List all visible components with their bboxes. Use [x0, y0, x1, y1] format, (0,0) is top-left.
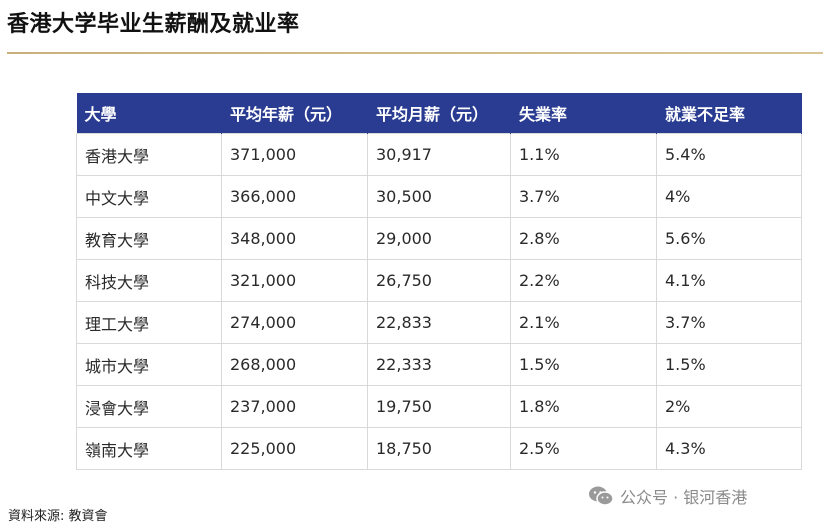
page-title: 香港大学毕业生薪酬及就业率 — [7, 12, 300, 37]
cell-university: 城市大學 — [76, 343, 222, 386]
table-row: 香港大學 371,000 30,917 1.1% 5.4% — [76, 133, 802, 176]
header-annual-salary: 平均年薪（元） — [221, 93, 368, 134]
cell-annual-salary: 371,000 — [221, 133, 368, 176]
header-monthly-salary: 平均月薪（元） — [367, 93, 511, 134]
watermark: 公众号 · 银河香港 — [588, 484, 747, 508]
cell-annual-salary: 225,000 — [221, 427, 368, 470]
cell-monthly-salary: 30,917 — [367, 133, 511, 176]
source-note: 資料來源: 教資會 — [8, 509, 108, 524]
cell-university: 科技大學 — [76, 259, 222, 302]
salary-employment-table: 大學 平均年薪（元） 平均月薪（元） 失業率 就業不足率 香港大學 371,00… — [76, 93, 802, 470]
table-row: 嶺南大學 225,000 18,750 2.5% 4.3% — [76, 427, 802, 470]
cell-unemployment-rate: 2.8% — [510, 217, 657, 260]
cell-unemployment-rate: 1.1% — [510, 133, 657, 176]
cell-underemployment-rate: 5.6% — [656, 217, 802, 260]
cell-monthly-salary: 30,500 — [367, 175, 511, 218]
wechat-icon — [589, 486, 614, 506]
table-row: 理工大學 274,000 22,833 2.1% 3.7% — [76, 301, 802, 344]
cell-monthly-salary: 19,750 — [367, 385, 511, 428]
cell-monthly-salary: 26,750 — [367, 259, 511, 302]
title-divider — [7, 52, 823, 54]
cell-annual-salary: 348,000 — [221, 217, 368, 260]
cell-annual-salary: 268,000 — [221, 343, 368, 386]
cell-annual-salary: 274,000 — [221, 301, 368, 344]
cell-underemployment-rate: 3.7% — [656, 301, 802, 344]
cell-unemployment-rate: 3.7% — [510, 175, 657, 218]
table-row: 城市大學 268,000 22,333 1.5% 1.5% — [76, 343, 802, 386]
cell-underemployment-rate: 2% — [656, 385, 802, 428]
cell-university: 理工大學 — [76, 301, 222, 344]
cell-unemployment-rate: 2.5% — [510, 427, 657, 470]
cell-annual-salary: 237,000 — [221, 385, 368, 428]
header-unemployment-rate: 失業率 — [510, 93, 657, 134]
cell-underemployment-rate: 4% — [656, 175, 802, 218]
header-underemployment-rate: 就業不足率 — [656, 93, 802, 134]
cell-university: 浸會大學 — [76, 385, 222, 428]
table-row: 教育大學 348,000 29,000 2.8% 5.6% — [76, 217, 802, 260]
table-row: 中文大學 366,000 30,500 3.7% 4% — [76, 175, 802, 218]
cell-university: 教育大學 — [76, 217, 222, 260]
cell-university: 嶺南大學 — [76, 427, 222, 470]
table-row: 科技大學 321,000 26,750 2.2% 4.1% — [76, 259, 802, 302]
cell-annual-salary: 321,000 — [221, 259, 368, 302]
table-header-row: 大學 平均年薪（元） 平均月薪（元） 失業率 就業不足率 — [76, 93, 802, 134]
cell-annual-salary: 366,000 — [221, 175, 368, 218]
cell-monthly-salary: 22,833 — [367, 301, 511, 344]
cell-unemployment-rate: 2.1% — [510, 301, 657, 344]
cell-underemployment-rate: 5.4% — [656, 133, 802, 176]
cell-underemployment-rate: 4.3% — [656, 427, 802, 470]
cell-university: 香港大學 — [76, 133, 222, 176]
watermark-text: 公众号 · 银河香港 — [620, 488, 748, 507]
cell-unemployment-rate: 1.5% — [510, 343, 657, 386]
table-row: 浸會大學 237,000 19,750 1.8% 2% — [76, 385, 802, 428]
cell-unemployment-rate: 1.8% — [510, 385, 657, 428]
cell-monthly-salary: 18,750 — [367, 427, 511, 470]
cell-university: 中文大學 — [76, 175, 222, 218]
cell-underemployment-rate: 1.5% — [656, 343, 802, 386]
cell-monthly-salary: 29,000 — [367, 217, 511, 260]
header-university: 大學 — [76, 93, 222, 134]
cell-monthly-salary: 22,333 — [367, 343, 511, 386]
cell-unemployment-rate: 2.2% — [510, 259, 657, 302]
cell-underemployment-rate: 4.1% — [656, 259, 802, 302]
